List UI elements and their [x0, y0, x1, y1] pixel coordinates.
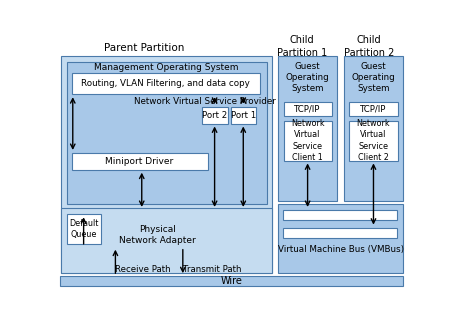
Bar: [349, 121, 396, 160]
Text: Port 1: Port 1: [230, 110, 255, 120]
Text: Receive Path: Receive Path: [115, 265, 170, 274]
Text: TCP/IP: TCP/IP: [294, 104, 320, 113]
Bar: [282, 210, 396, 220]
Text: Transmit Path: Transmit Path: [182, 265, 241, 274]
Bar: [283, 121, 331, 160]
Bar: [72, 153, 207, 170]
Text: Network
Virtual
Service
Client 1: Network Virtual Service Client 1: [290, 119, 324, 162]
Text: Virtual Machine Bus (VMBus): Virtual Machine Bus (VMBus): [277, 245, 403, 254]
Bar: [72, 73, 260, 94]
Bar: [343, 56, 402, 201]
Text: Routing, VLAN Filtering, and data copy: Routing, VLAN Filtering, and data copy: [81, 79, 249, 88]
Text: Guest
Operating
System: Guest Operating System: [351, 62, 395, 93]
Bar: [61, 56, 272, 273]
Bar: [61, 208, 272, 273]
Text: Port 2: Port 2: [202, 110, 227, 120]
Bar: [60, 276, 402, 286]
Bar: [66, 62, 266, 204]
Text: Wire: Wire: [220, 276, 242, 286]
Bar: [277, 204, 402, 273]
Text: Default
Queue: Default Queue: [69, 219, 98, 239]
Text: Physical
Network Adapter: Physical Network Adapter: [119, 225, 195, 245]
Text: Guest
Operating
System: Guest Operating System: [285, 62, 329, 93]
Bar: [283, 102, 331, 116]
Bar: [202, 107, 227, 123]
Text: TCP/IP: TCP/IP: [359, 104, 386, 113]
Text: Parent Partition: Parent Partition: [104, 43, 184, 53]
Bar: [349, 102, 396, 116]
Text: Child
Partition 2: Child Partition 2: [343, 35, 393, 58]
Bar: [277, 56, 336, 201]
Bar: [66, 214, 101, 244]
Text: Management Operating System: Management Operating System: [94, 63, 238, 72]
Bar: [230, 107, 256, 123]
Text: Network
Virtual
Service
Client 2: Network Virtual Service Client 2: [356, 119, 389, 162]
Bar: [282, 227, 396, 237]
Text: Network Virtual Service Provider: Network Virtual Service Provider: [133, 97, 275, 106]
Text: Miniport Driver: Miniport Driver: [105, 157, 173, 166]
Text: Child
Partition 1: Child Partition 1: [276, 35, 327, 58]
